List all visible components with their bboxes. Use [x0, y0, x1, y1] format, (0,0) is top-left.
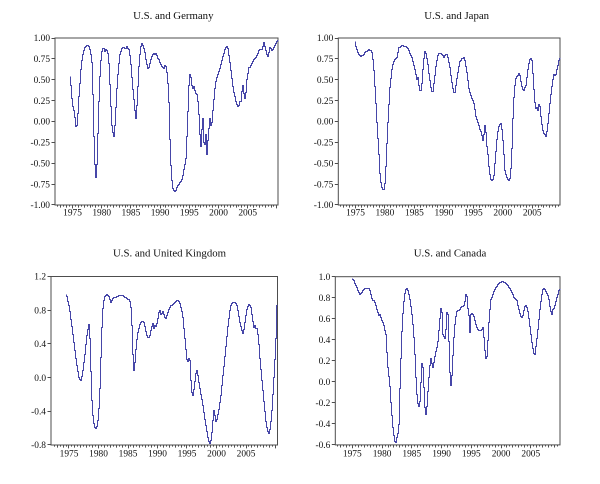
- svg-text:0.25: 0.25: [317, 97, 334, 107]
- svg-text:-0.75: -0.75: [30, 180, 50, 190]
- svg-text:0.0: 0.0: [319, 378, 331, 388]
- svg-text:U.S. and Germany: U.S. and Germany: [133, 10, 214, 22]
- svg-text:2005: 2005: [238, 209, 257, 219]
- svg-text:U.S. and Canada: U.S. and Canada: [414, 248, 487, 260]
- svg-text:0.00: 0.00: [317, 118, 334, 128]
- svg-text:1.0: 1.0: [319, 273, 331, 283]
- svg-text:1980: 1980: [89, 450, 108, 460]
- svg-text:0.8: 0.8: [34, 306, 46, 316]
- svg-text:0.50: 0.50: [34, 76, 51, 86]
- svg-text:1995: 1995: [464, 209, 483, 219]
- svg-text:-0.50: -0.50: [314, 159, 334, 169]
- svg-text:1990: 1990: [432, 450, 451, 460]
- svg-text:-0.25: -0.25: [314, 139, 334, 149]
- svg-text:U.S. and United Kingdom: U.S. and United Kingdom: [113, 248, 227, 260]
- svg-text:1975: 1975: [60, 450, 79, 460]
- svg-text:-0.75: -0.75: [314, 180, 334, 190]
- svg-text:1985: 1985: [405, 209, 424, 219]
- svg-text:1985: 1985: [402, 450, 421, 460]
- svg-text:0.0: 0.0: [34, 374, 46, 384]
- svg-text:U.S. and Japan: U.S. and Japan: [424, 10, 489, 22]
- svg-text:2000: 2000: [492, 450, 511, 460]
- svg-text:0.25: 0.25: [34, 97, 51, 107]
- svg-text:1995: 1995: [178, 450, 197, 460]
- svg-text:0.4: 0.4: [319, 336, 331, 346]
- svg-text:0.2: 0.2: [319, 357, 331, 367]
- svg-text:0.6: 0.6: [319, 315, 331, 325]
- svg-text:1.2: 1.2: [34, 273, 46, 283]
- svg-text:1990: 1990: [151, 209, 170, 219]
- svg-text:2000: 2000: [493, 209, 512, 219]
- svg-text:0.75: 0.75: [317, 55, 334, 65]
- svg-text:2000: 2000: [209, 209, 228, 219]
- svg-text:1.00: 1.00: [317, 34, 334, 44]
- svg-text:0.8: 0.8: [319, 294, 331, 304]
- svg-text:-0.8: -0.8: [31, 441, 46, 451]
- svg-text:1985: 1985: [122, 209, 141, 219]
- svg-text:1990: 1990: [435, 209, 454, 219]
- svg-text:-0.25: -0.25: [30, 139, 50, 149]
- svg-text:-0.50: -0.50: [30, 159, 50, 169]
- svg-text:0.4: 0.4: [34, 340, 46, 350]
- svg-text:1.00: 1.00: [34, 34, 51, 44]
- svg-text:2000: 2000: [207, 450, 226, 460]
- svg-text:0.00: 0.00: [34, 118, 51, 128]
- svg-text:2005: 2005: [237, 450, 256, 460]
- svg-text:-0.4: -0.4: [315, 420, 330, 430]
- svg-text:2005: 2005: [523, 209, 542, 219]
- svg-text:1975: 1975: [343, 450, 362, 460]
- svg-text:-1.00: -1.00: [30, 201, 50, 211]
- svg-text:0.50: 0.50: [317, 76, 334, 86]
- svg-text:1980: 1980: [92, 209, 111, 219]
- svg-text:1990: 1990: [148, 450, 167, 460]
- svg-text:-0.2: -0.2: [315, 399, 330, 409]
- svg-text:-1.00: -1.00: [314, 201, 334, 211]
- svg-text:2005: 2005: [521, 450, 540, 460]
- svg-text:-0.6: -0.6: [315, 441, 330, 451]
- svg-text:1980: 1980: [376, 209, 395, 219]
- svg-text:1985: 1985: [119, 450, 138, 460]
- svg-text:1980: 1980: [373, 450, 392, 460]
- svg-text:-0.4: -0.4: [31, 408, 46, 418]
- svg-text:1975: 1975: [63, 209, 82, 219]
- svg-text:1995: 1995: [180, 209, 199, 219]
- svg-text:1995: 1995: [462, 450, 481, 460]
- svg-text:1975: 1975: [346, 209, 365, 219]
- svg-text:0.75: 0.75: [34, 55, 51, 65]
